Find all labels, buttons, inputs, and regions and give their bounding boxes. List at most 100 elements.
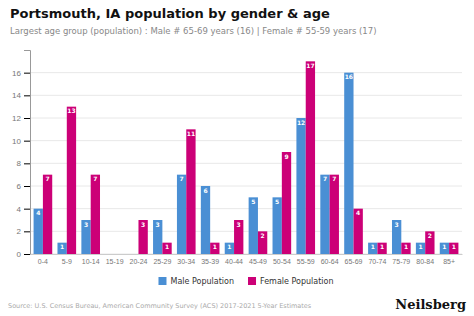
bar	[81, 220, 90, 254]
x-tick-label: 50-54	[273, 258, 291, 265]
x-tick: 60-64	[321, 254, 339, 265]
x-tick: 0-4	[38, 254, 48, 265]
y-tick-mark	[24, 186, 30, 187]
x-tick-label: 25-29	[153, 258, 171, 265]
x-tick: 85+	[443, 254, 455, 265]
y-tick-mark	[24, 73, 30, 74]
x-axis: 0-45-910-1415-1920-2425-2930-3435-3940-4…	[31, 254, 463, 265]
data-label: 9	[284, 153, 288, 160]
y-tick-mark	[24, 231, 30, 232]
bar	[234, 220, 243, 254]
title: Portsmouth, IA population by gender & ag…	[10, 6, 330, 21]
y-tick-mark	[24, 209, 30, 210]
data-label: 1	[418, 243, 422, 250]
bars	[34, 61, 459, 254]
data-label: 1	[227, 243, 231, 250]
y-tick-label: 12	[12, 114, 21, 123]
bar	[392, 220, 401, 254]
x-tick-label: 0-4	[38, 258, 48, 265]
data-label: 4	[356, 209, 360, 216]
x-tick-label: 20-24	[130, 258, 148, 265]
x-tick-label: 15-19	[106, 258, 124, 265]
x-tick-label: 35-39	[201, 258, 219, 265]
data-label: 7	[180, 175, 184, 182]
x-tick-label: 65-69	[345, 258, 363, 265]
data-label: 17	[306, 62, 314, 69]
x-tick: 45-49	[249, 254, 267, 265]
bar	[105, 254, 114, 255]
legend-swatch	[248, 277, 256, 285]
series	[43, 61, 459, 254]
branding: Neilsberg	[395, 297, 466, 312]
bar	[440, 243, 449, 254]
legend: Male Population Female Population	[158, 277, 333, 286]
y-tick-label: 8	[17, 159, 22, 168]
y-tick: 8	[17, 159, 30, 168]
data-label: 12	[297, 119, 305, 126]
grid-line	[30, 118, 462, 119]
y-tick: 0	[17, 250, 30, 259]
data-label: 1	[380, 243, 384, 250]
x-tick: 65-69	[345, 254, 363, 265]
bar	[401, 243, 410, 254]
y-axis: 0 2 4 6 8 10 12 14 16	[12, 51, 30, 260]
bar	[201, 186, 210, 254]
x-tick-label: 70-74	[368, 258, 386, 265]
bar	[296, 118, 305, 254]
bar	[249, 197, 258, 254]
x-tick-label: 40-44	[225, 258, 243, 265]
data-label: 1	[213, 243, 217, 250]
x-tick-label: 55-59	[297, 258, 315, 265]
x-tick: 30-34	[177, 254, 195, 265]
x-tick: 5-9	[62, 254, 72, 265]
x-tick: 20-24	[130, 254, 148, 265]
data-label: 3	[237, 221, 241, 228]
data-label: 3	[395, 221, 399, 228]
chart: Portsmouth, IA population by gender & ag…	[0, 0, 474, 316]
data-label: 3	[84, 221, 88, 228]
bar	[425, 231, 434, 254]
y-tick-label: 2	[17, 227, 22, 236]
y-tick-mark	[24, 118, 30, 119]
bar	[57, 243, 66, 254]
bar	[138, 220, 147, 254]
grid-line	[30, 72, 462, 73]
y-tick-label: 6	[17, 182, 22, 191]
bar	[225, 243, 234, 254]
data-label: 11	[187, 130, 195, 137]
data-label: 6	[203, 187, 207, 194]
subtitle: Largest age group (population) : Male # …	[10, 26, 377, 36]
y-tick: 10	[12, 137, 30, 146]
data-label: 2	[261, 232, 265, 239]
data-labels: 41337615512716131171373111132917741121	[36, 62, 456, 250]
x-tick: 75-79	[392, 254, 410, 265]
bar	[449, 243, 458, 254]
bar	[344, 73, 353, 254]
bar	[129, 254, 138, 255]
bar	[354, 209, 363, 254]
y-tick-mark	[24, 95, 30, 96]
y-tick-label: 4	[17, 205, 22, 214]
x-tick: 55-59	[297, 254, 315, 265]
data-label: 1	[404, 243, 408, 250]
y-axis-line	[24, 51, 31, 255]
x-tick: 15-19	[106, 254, 124, 265]
data-label: 1	[165, 243, 169, 250]
data-label: 1	[442, 243, 446, 250]
data-label: 4	[36, 209, 40, 216]
legend-item: Male Population	[158, 277, 234, 286]
data-label: 7	[45, 175, 49, 182]
x-tick-label: 5-9	[62, 258, 72, 265]
bar	[67, 107, 76, 254]
y-tick: 2	[17, 227, 30, 236]
legend-swatch	[158, 277, 166, 285]
y-tick: 16	[12, 69, 30, 78]
y-tick-label: 14	[12, 91, 21, 100]
x-tick-label: 85+	[443, 258, 455, 265]
x-tick-label: 30-34	[177, 258, 195, 265]
y-tick-mark	[24, 141, 30, 142]
data-label: 1	[60, 243, 64, 250]
x-axis-line	[31, 254, 463, 255]
legend-item: Female Population	[248, 277, 334, 286]
data-label: 5	[275, 198, 279, 205]
